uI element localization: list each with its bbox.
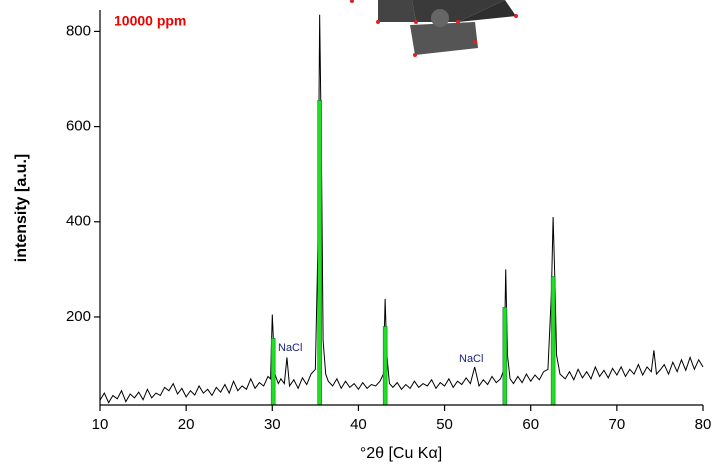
x-tick-label: 80 bbox=[695, 416, 712, 433]
x-tick-label: 50 bbox=[436, 416, 453, 433]
x-tick-label: 20 bbox=[178, 416, 195, 433]
y-tick-label: 200 bbox=[66, 308, 91, 325]
x-tick-label: 10 bbox=[92, 416, 109, 433]
y-tick-label: 800 bbox=[66, 22, 91, 39]
reference-bar bbox=[382, 326, 388, 406]
reference-bar bbox=[317, 100, 322, 406]
reference-bar bbox=[270, 338, 276, 406]
x-tick-label: 30 bbox=[264, 416, 281, 433]
crystal-illustration bbox=[350, 0, 518, 57]
y-axis-title: intensity [a.u.] bbox=[13, 154, 30, 262]
diffraction-line bbox=[99, 14, 704, 404]
annotation: 10000 ppm bbox=[114, 13, 186, 29]
y-tick-label: 400 bbox=[66, 213, 91, 230]
annotation: NaCl bbox=[278, 342, 302, 354]
x-axis-title: °2θ [Cu Kα] bbox=[360, 445, 442, 462]
reference-bar bbox=[550, 276, 556, 406]
reference-bar bbox=[502, 307, 508, 406]
annotation: NaCl bbox=[459, 353, 483, 365]
x-tick-label: 70 bbox=[609, 416, 626, 433]
x-tick-label: 40 bbox=[350, 416, 367, 433]
x-tick-label: 60 bbox=[522, 416, 539, 433]
y-tick-label: 600 bbox=[66, 118, 91, 135]
